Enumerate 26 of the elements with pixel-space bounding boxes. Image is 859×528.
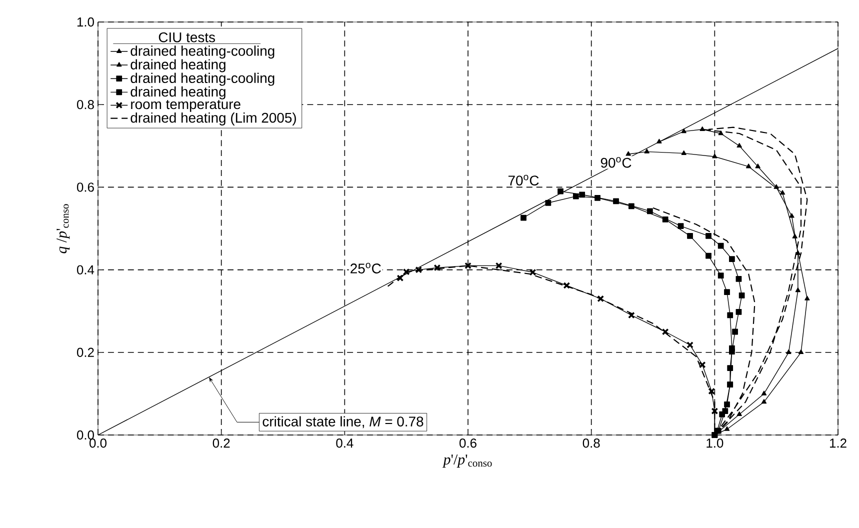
x-axis-title: p'/p'$_{conso}$: [442, 454, 492, 468]
y-axis-title: q /p'$_{conso}$: [56, 204, 70, 254]
y-tick-label: 1.0: [77, 17, 94, 27]
annotation: 70$^{o}$C: [508, 174, 539, 186]
annotation: 25$^{o}$C: [350, 262, 381, 274]
y-tick-label: 0.4: [76, 265, 94, 274]
annotation: critical state line, M = 0.78: [262, 416, 424, 428]
x-tick-label: 1.2: [830, 438, 846, 448]
legend-label: drained heating: [130, 86, 226, 100]
legend-title: CIU tests: [158, 32, 216, 42]
x-tick-label: 1.0: [706, 438, 724, 448]
y-tick-label: 0.6: [76, 182, 94, 192]
x-tick-label: 0.0: [90, 438, 107, 448]
x-tick-label: 0.6: [460, 438, 476, 448]
y-tick-label: 0.2: [76, 348, 94, 357]
legend-label: room temperature: [131, 100, 240, 112]
y-tick-label: 0.8: [76, 100, 94, 110]
y-tick-label: 0.0: [76, 430, 94, 440]
annotation: 90$^{o}$C: [600, 157, 632, 168]
legend-label: drained heating (Lim 2005): [130, 112, 296, 126]
x-tick-label: 0.8: [582, 438, 600, 448]
legend-label: drained heating: [130, 59, 226, 72]
legend-label: drained heating-cooling: [130, 46, 274, 59]
legend-label: drained heating-cooling: [130, 72, 274, 86]
x-tick-label: 0.2: [212, 438, 230, 448]
x-tick-label: 0.4: [336, 438, 354, 448]
